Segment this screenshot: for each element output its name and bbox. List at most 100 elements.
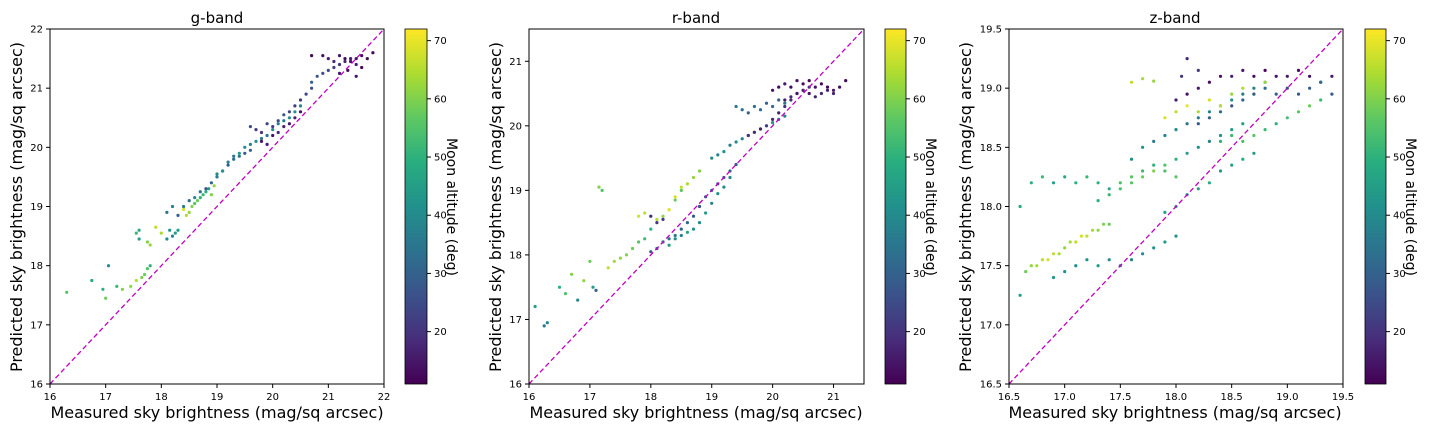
data-point: [65, 290, 69, 294]
data-point: [293, 116, 297, 120]
data-point: [104, 296, 108, 300]
data-point: [1029, 264, 1033, 268]
data-point: [1107, 222, 1111, 226]
data-point: [764, 124, 769, 128]
data-point: [226, 163, 230, 167]
data-point: [248, 148, 252, 152]
data-point: [679, 233, 683, 238]
data-point: [789, 98, 793, 102]
data-point: [1079, 234, 1083, 238]
data-point: [1218, 139, 1223, 143]
data-point: [276, 119, 280, 123]
data-point: [1129, 258, 1134, 262]
data-point: [1241, 157, 1245, 161]
data-point: [752, 130, 757, 134]
data-point: [1185, 57, 1189, 61]
data-point: [159, 231, 163, 235]
data-point: [271, 128, 275, 132]
data-point: [1185, 92, 1189, 96]
data-point: [1196, 86, 1200, 90]
colorbar-gradient: [404, 28, 428, 385]
data-point: [1319, 80, 1323, 84]
data-point: [1296, 110, 1301, 114]
data-point: [1241, 122, 1245, 126]
colorbar: 20 30 40 50 60 70 Moon altitude (deg): [404, 28, 459, 385]
data-point: [1152, 169, 1156, 173]
data-point: [1029, 181, 1033, 185]
data-point: [1241, 86, 1245, 90]
y-tick-label: 17: [509, 315, 522, 326]
data-point: [1274, 122, 1278, 126]
data-point: [1040, 258, 1044, 262]
data-point: [795, 79, 799, 83]
data-point: [813, 95, 817, 99]
data-point: [293, 110, 297, 114]
data-point: [673, 233, 677, 238]
data-point: [643, 211, 647, 215]
data-point: [679, 188, 683, 192]
data-point: [243, 151, 247, 155]
colorbar-ticks: 20 30 40 50 60 70: [427, 36, 447, 338]
data-point: [209, 181, 213, 185]
x-tick-label: 17: [584, 392, 597, 403]
data-point: [1241, 98, 1245, 102]
data-point: [198, 196, 202, 200]
x-tick-label: 20: [766, 392, 779, 403]
colorbar-tick-label: 70: [913, 36, 926, 47]
data-point: [287, 122, 291, 126]
data-point: [563, 292, 568, 296]
data-point: [1018, 293, 1022, 297]
data-point: [187, 199, 191, 203]
data-point: [591, 285, 595, 289]
data-point: [106, 264, 111, 268]
data-point: [1024, 270, 1028, 274]
data-point: [777, 85, 781, 89]
data-point: [215, 175, 219, 179]
x-axis-label: Measured sky brightness (mag/sq arcsec): [529, 403, 862, 422]
data-point: [1180, 74, 1184, 78]
data-point: [184, 213, 188, 217]
data-point: [265, 142, 269, 146]
y-tick-label: 17.5: [980, 261, 1002, 272]
data-point: [697, 204, 702, 209]
data-point: [1263, 80, 1267, 84]
data-point: [209, 193, 213, 197]
data-point: [1163, 133, 1167, 138]
data-points: [65, 51, 375, 300]
r-band-panel: r-band 16 17 18 19 20 21 16 17 18 19 20 21 Measure…: [486, 9, 938, 422]
colorbar-tick-label: 60: [913, 94, 926, 105]
colorbar-tick-label: 30: [434, 269, 447, 280]
data-point: [1152, 163, 1156, 167]
data-point: [771, 117, 775, 121]
data-point: [221, 169, 225, 173]
data-point: [1096, 181, 1100, 185]
data-point: [771, 88, 775, 92]
data-point: [704, 211, 708, 215]
colorbar-gradient: [884, 28, 907, 385]
data-point: [129, 284, 133, 288]
colorbar-tick-label: 70: [434, 36, 447, 47]
colorbar: 20 30 40 50 60 70 Moon altitude (deg): [884, 28, 938, 385]
data-point: [801, 82, 805, 86]
data-point: [722, 185, 726, 189]
data-point: [740, 108, 744, 112]
data-point: [365, 57, 369, 61]
colorbar-tick-label: 60: [434, 94, 447, 105]
data-point: [545, 321, 549, 325]
x-tick-label: 16: [523, 392, 536, 403]
data-point: [649, 227, 653, 231]
y-tick-label: 20: [509, 121, 522, 132]
colorbar-tick-label: 20: [1393, 327, 1406, 338]
data-point: [282, 125, 286, 129]
data-point: [165, 210, 169, 214]
data-point: [667, 237, 671, 241]
x-tick-label: 19: [705, 392, 718, 403]
data-point: [182, 204, 186, 209]
data-point: [697, 169, 702, 173]
data-point: [1163, 163, 1167, 167]
y-tick-label: 16.5: [980, 380, 1002, 391]
colorbar-label: Moon altitude (deg): [443, 138, 459, 276]
data-point: [1174, 234, 1178, 238]
data-point: [542, 324, 546, 328]
data-point: [600, 188, 604, 192]
